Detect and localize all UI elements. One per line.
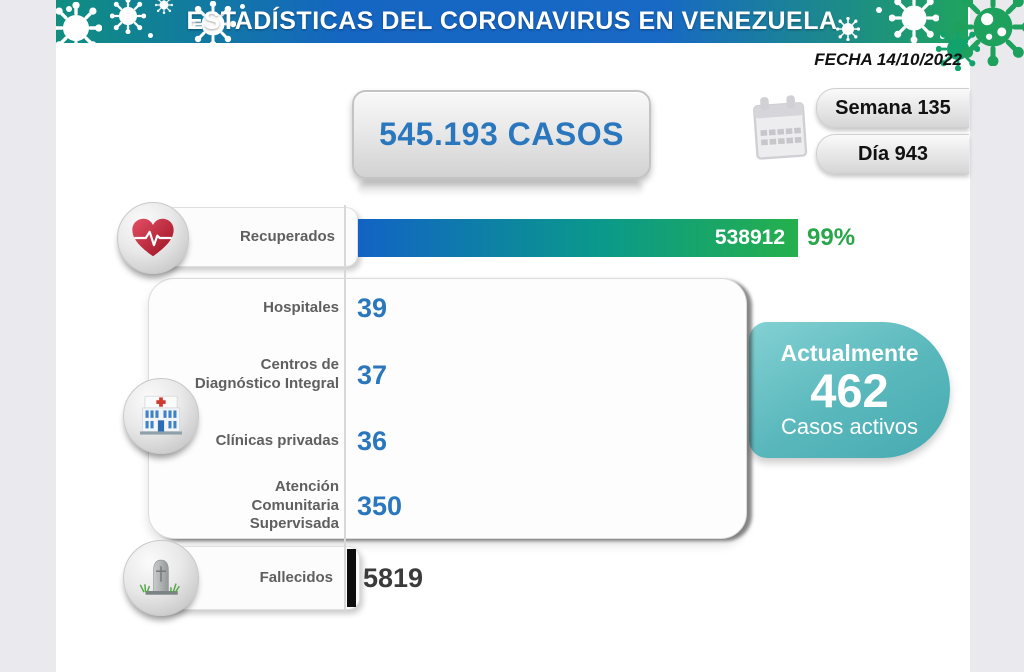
virus-icon xyxy=(56,2,102,43)
row-label: Clínicas privadas xyxy=(215,431,339,449)
deaths-value: 5819 xyxy=(363,562,424,593)
total-cases-value: 545.193 CASOS xyxy=(379,116,624,152)
date-label: FECHA 14/10/2022 xyxy=(814,50,962,69)
row-value: 36 xyxy=(357,425,388,456)
virus-icon xyxy=(889,0,939,43)
row-label: Centros de Diagnóstico Integral xyxy=(194,356,339,392)
active-cases-badge: Actualmente 462 Casos activos xyxy=(749,322,950,458)
row-value: 350 xyxy=(357,490,403,521)
active-cases-value: 462 xyxy=(810,363,889,417)
hospital-icon xyxy=(139,395,183,435)
deaths-bar xyxy=(347,549,356,607)
recovered-label: Recuperados xyxy=(239,227,335,245)
recovered-value: 538912 xyxy=(714,226,785,249)
row-value: 37 xyxy=(357,359,388,390)
page-title: ESTADÍSTICAS DEL CORONAVIRUS EN VENEZUEL… xyxy=(186,7,838,35)
row-value: 39 xyxy=(357,292,388,323)
active-cases-line1: Actualmente xyxy=(780,339,919,366)
virus-dot xyxy=(876,7,882,13)
day-pill: Día 943 xyxy=(816,134,969,174)
virus-icon xyxy=(110,0,146,34)
virus-dot xyxy=(240,4,245,9)
deaths-label: Fallecidos xyxy=(259,568,333,586)
label-column-divider xyxy=(344,205,346,611)
breakdown-row-clinicas: Clínicas privadas 36 xyxy=(149,413,746,469)
breakdown-row-acs: Atención Comunitaria Supervisada 350 xyxy=(149,475,746,537)
virus-icon xyxy=(155,0,173,14)
left-margin-strip xyxy=(0,0,56,672)
total-cases-reflection xyxy=(358,181,643,196)
right-margin-strip xyxy=(970,0,1024,672)
active-cases-line2: Casos activos xyxy=(781,414,918,440)
row-label: Atención Comunitaria Supervisada xyxy=(249,477,339,533)
row-label: Hospitales xyxy=(263,298,339,316)
virus-dot xyxy=(148,33,153,38)
breakdown-row-cdi: Centros de Diagnóstico Integral 37 xyxy=(149,345,746,405)
recovered-bar: 538912 xyxy=(358,219,798,257)
week-label: Semana 135 xyxy=(835,96,951,119)
recovered-icon-circle xyxy=(117,202,189,274)
deaths-icon-circle xyxy=(123,540,199,616)
breakdown-row-hospitales: Hospitales 39 xyxy=(149,283,746,333)
tombstone-icon xyxy=(139,559,180,595)
virus-dot xyxy=(66,6,72,12)
virus-icon xyxy=(836,17,860,41)
day-label: Día 943 xyxy=(857,142,929,165)
calendar-icon xyxy=(753,95,808,160)
total-cases-box: 545.193 CASOS xyxy=(352,90,651,179)
hospital-icon-circle xyxy=(123,378,199,454)
header-banner: ESTADÍSTICAS DEL CORONAVIRUS EN VENEZUEL… xyxy=(56,0,968,43)
heart-ecg-icon xyxy=(132,218,174,257)
week-pill: Semana 135 xyxy=(816,88,969,128)
recovered-percent: 99% xyxy=(807,224,856,251)
virus-icon-green xyxy=(954,0,1024,66)
active-breakdown-box: Hospitales 39 Centros de Diagnóstico Int… xyxy=(148,278,747,539)
